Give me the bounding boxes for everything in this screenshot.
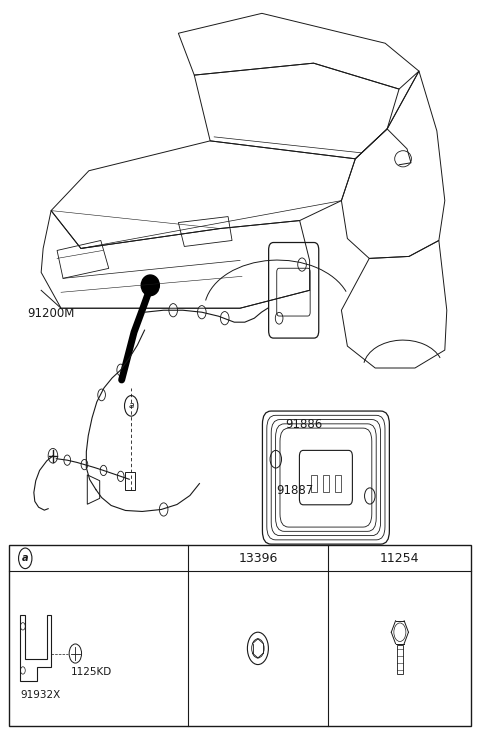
Circle shape <box>124 396 138 416</box>
Circle shape <box>64 455 71 466</box>
Circle shape <box>117 364 124 376</box>
Text: 1125KD: 1125KD <box>71 666 112 677</box>
Circle shape <box>98 389 106 401</box>
Circle shape <box>100 466 107 475</box>
Circle shape <box>81 460 88 469</box>
Circle shape <box>159 503 168 516</box>
Ellipse shape <box>141 275 159 296</box>
Circle shape <box>169 303 178 317</box>
Text: 91200M: 91200M <box>28 307 75 320</box>
Text: 11254: 11254 <box>380 552 420 565</box>
Bar <box>311 475 317 492</box>
Text: 13396: 13396 <box>238 552 277 565</box>
Bar <box>9 545 471 725</box>
Circle shape <box>198 306 206 319</box>
Text: a: a <box>129 401 134 410</box>
Circle shape <box>117 471 124 481</box>
Bar <box>335 475 341 492</box>
Text: 91932X: 91932X <box>21 690 61 700</box>
Text: a: a <box>22 554 29 563</box>
Bar <box>323 475 329 492</box>
Text: 91886: 91886 <box>285 418 323 431</box>
Circle shape <box>247 632 268 664</box>
Circle shape <box>394 623 406 641</box>
Circle shape <box>69 644 82 663</box>
Bar <box>396 646 403 674</box>
Circle shape <box>19 548 32 568</box>
Text: 91887: 91887 <box>276 484 313 497</box>
Bar <box>124 472 135 489</box>
Circle shape <box>252 639 264 658</box>
Circle shape <box>220 311 229 325</box>
